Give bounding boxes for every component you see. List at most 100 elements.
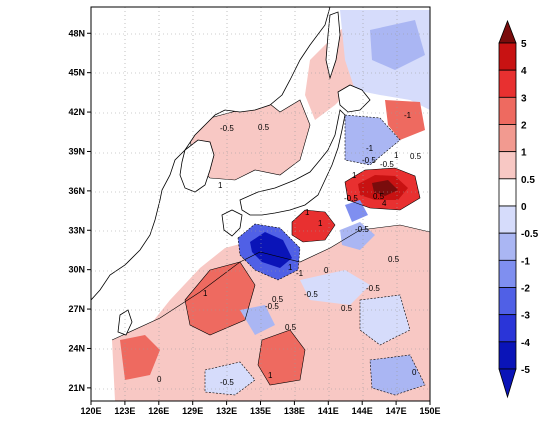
contour-label: 0.5: [285, 323, 297, 332]
contour-label: -1: [366, 144, 374, 153]
contour-label: 0: [157, 375, 162, 384]
lat-tick-label: 30N: [68, 265, 85, 275]
cool-anomaly-region: [360, 295, 410, 345]
map-panel: -0.5 0.5 1 -1 1 -0.5 0.5 -0.5 -1 1 -0.5 …: [90, 6, 431, 402]
lon-tick-label: 132E: [216, 406, 237, 416]
contour-labels: -0.5 0.5 1 -1 1 -0.5 0.5 -0.5 -1 1 -0.5 …: [157, 111, 422, 387]
lon-tick-label: 141E: [318, 406, 339, 416]
contour-label: -0.5: [265, 302, 279, 311]
contour-label: -0.5: [366, 284, 380, 293]
colorbar-tick-label: 0.5: [521, 175, 535, 186]
asia-mainland: [91, 7, 331, 301]
contour-label: 1: [218, 181, 223, 190]
sakhalin: [325, 11, 341, 80]
cool-anomaly-region: [205, 362, 255, 395]
colorbar-swatch: [498, 314, 517, 343]
colorbar-tick-label: -4: [521, 338, 530, 349]
colorbar-tick-label: 4: [521, 66, 527, 77]
japan-honshu: [239, 109, 346, 216]
colorbar-swatch: [498, 341, 517, 370]
colorbar-swatch: [498, 151, 517, 180]
colorbar-tick-label: -1: [521, 256, 530, 267]
colorbar-tick-label: 3: [521, 93, 527, 104]
contour-label: -0.5: [304, 290, 318, 299]
lon-tick-label: 123E: [114, 406, 135, 416]
colorbar: 5 4 3 2 1 0.5 0 -0.5 -1 -2 -3 -4 -5: [498, 19, 539, 399]
lat-tick-label: 36N: [68, 186, 85, 196]
colorbar-swatch: [498, 287, 517, 316]
lat-tick-label: 21N: [68, 383, 85, 393]
colorbar-swatch: [498, 178, 517, 207]
colorbar-tick-label: -3: [521, 311, 530, 322]
cool-anomaly-region: [345, 115, 400, 165]
colorbar-tick-label: -5: [521, 365, 530, 376]
lon-tick-label: 120E: [80, 406, 101, 416]
cool-anomaly-region: [300, 270, 370, 305]
contour-label: 0.5: [410, 152, 422, 161]
lon-tick-label: 126E: [148, 406, 169, 416]
contour-label: 0.5: [341, 304, 353, 313]
contour-label: 1: [318, 219, 323, 228]
contour-label: 4: [382, 199, 387, 208]
lat-tick-label: 45N: [68, 68, 85, 78]
cool-anomaly-region: [370, 355, 425, 395]
colorbar-tick-label: 2: [521, 121, 527, 132]
lon-tick-label: 144E: [352, 406, 373, 416]
colorbar-swatch: [498, 42, 517, 71]
taiwan: [117, 309, 133, 336]
japan-kyushu: [221, 209, 243, 237]
colorbar-swatch: [498, 205, 517, 234]
colorbar-swatch: [498, 259, 517, 288]
lat-tick-label: 27N: [68, 304, 85, 314]
contour-label: -0.5: [344, 194, 358, 203]
colorbar-min-extension: [498, 368, 517, 399]
coastlines: [91, 7, 371, 336]
contour-label: -0.5: [220, 124, 234, 133]
cool-anomaly-region: [240, 305, 275, 335]
contour-lines: [111, 99, 430, 396]
latitude-axis: 21N 24N 27N 30N 33N 36N 39N 42N 45N 48N: [68, 28, 91, 393]
colorbar-swatch: [498, 124, 517, 153]
lat-tick-label: 24N: [68, 343, 85, 353]
contour-label: 0.5: [258, 123, 270, 132]
lon-tick-label: 138E: [284, 406, 305, 416]
lon-tick-label: 129E: [182, 406, 203, 416]
contour-label: -1: [404, 111, 412, 120]
japan-hokkaido: [337, 84, 371, 113]
colorbar-swatch: [498, 96, 517, 125]
contour-label: 1: [394, 151, 399, 160]
korean-peninsula: [179, 139, 215, 193]
strong-cool-anomaly: [250, 232, 292, 268]
contour-label: 0.5: [373, 192, 385, 201]
lat-tick-label: 39N: [68, 146, 85, 156]
strong-warm-anomaly: [292, 210, 335, 242]
colorbar-swatch: [498, 232, 517, 261]
contour-label: -0.5: [220, 378, 234, 387]
contour-label: 1: [305, 208, 310, 217]
warm-anomaly-region: [112, 225, 430, 401]
contour-label: 0.5: [272, 295, 284, 304]
lon-tick-label: 147E: [386, 406, 407, 416]
warm-anomaly-region: [190, 100, 310, 180]
colorbar-tick-label: -2: [521, 284, 530, 295]
colorbar-swatch: [498, 69, 517, 98]
warm-anomaly-region: [120, 335, 160, 380]
colorbar-tick-label: 1: [521, 148, 527, 159]
longitude-axis: 120E 123E 126E 129E 132E 135E 138E 141E 144E 147E…: [80, 401, 441, 416]
contour-label: 1: [352, 171, 357, 180]
colorbar-tick-label: 0: [521, 202, 527, 213]
warm-anomaly-region: [258, 330, 305, 385]
contour-label: -0.5: [380, 160, 394, 169]
contour-label: 0.5: [388, 255, 400, 264]
contour-label: 0: [412, 368, 417, 377]
colorbar-tick-label: 5: [521, 39, 527, 50]
contour-label: 1: [268, 371, 273, 380]
anomaly-field: [91, 7, 430, 401]
contour-label: 1: [203, 289, 208, 298]
colorbar-max-extension: [498, 19, 517, 44]
warm-anomaly-region: [385, 100, 425, 140]
contour-label: -0.5: [362, 156, 376, 165]
colorbar-tick-label: -0.5: [521, 229, 539, 240]
contour-label: -1: [296, 269, 304, 278]
